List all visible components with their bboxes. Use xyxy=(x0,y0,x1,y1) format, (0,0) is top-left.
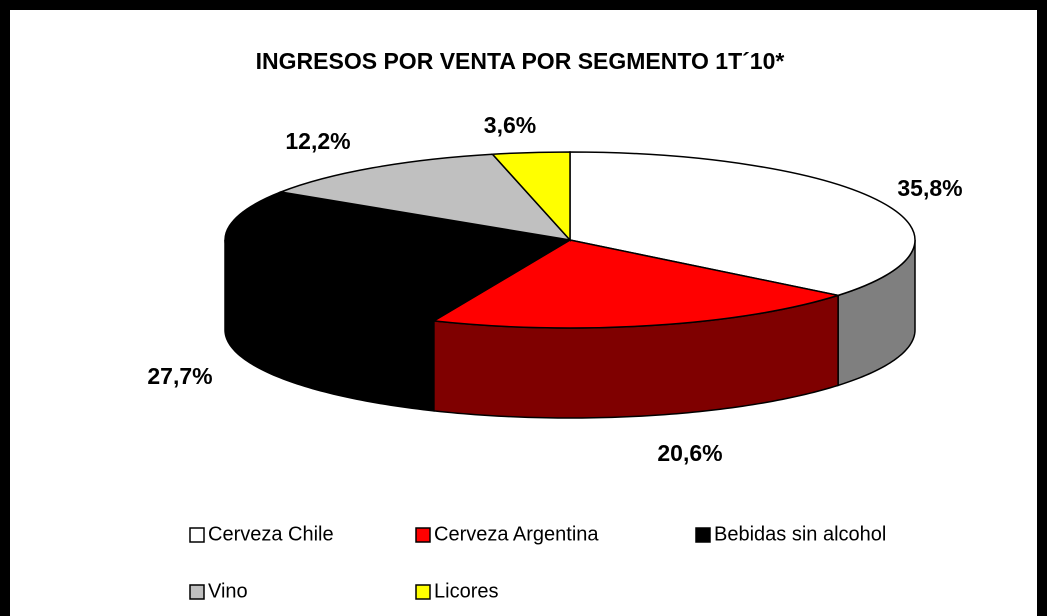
legend-label: Vino xyxy=(208,580,248,602)
legend-swatch xyxy=(415,527,431,543)
data-label: 27,7% xyxy=(147,363,212,389)
legend-swatch xyxy=(415,584,431,600)
pie-slice xyxy=(431,239,842,329)
data-label: 35,8% xyxy=(897,175,962,201)
pie-slice xyxy=(278,153,572,242)
legend-swatch xyxy=(189,584,205,600)
legend-swatch xyxy=(695,527,711,543)
legend-swatch xyxy=(189,527,205,543)
legend-label: Licores xyxy=(434,580,498,602)
legend-label: Bebidas sin alcohol xyxy=(714,523,886,545)
legend-label: Cerveza Argentina xyxy=(434,523,599,545)
data-label: 20,6% xyxy=(657,440,722,466)
pie-slice xyxy=(569,151,916,297)
pie-slice xyxy=(224,191,573,322)
legend-label: Cerveza Chile xyxy=(208,523,334,545)
data-label: 12,2% xyxy=(285,128,350,154)
data-label: 3,6% xyxy=(484,112,536,138)
chart-title: INGRESOS POR VENTA POR SEGMENTO 1T´10* xyxy=(256,48,785,74)
pie-slice xyxy=(490,151,571,242)
